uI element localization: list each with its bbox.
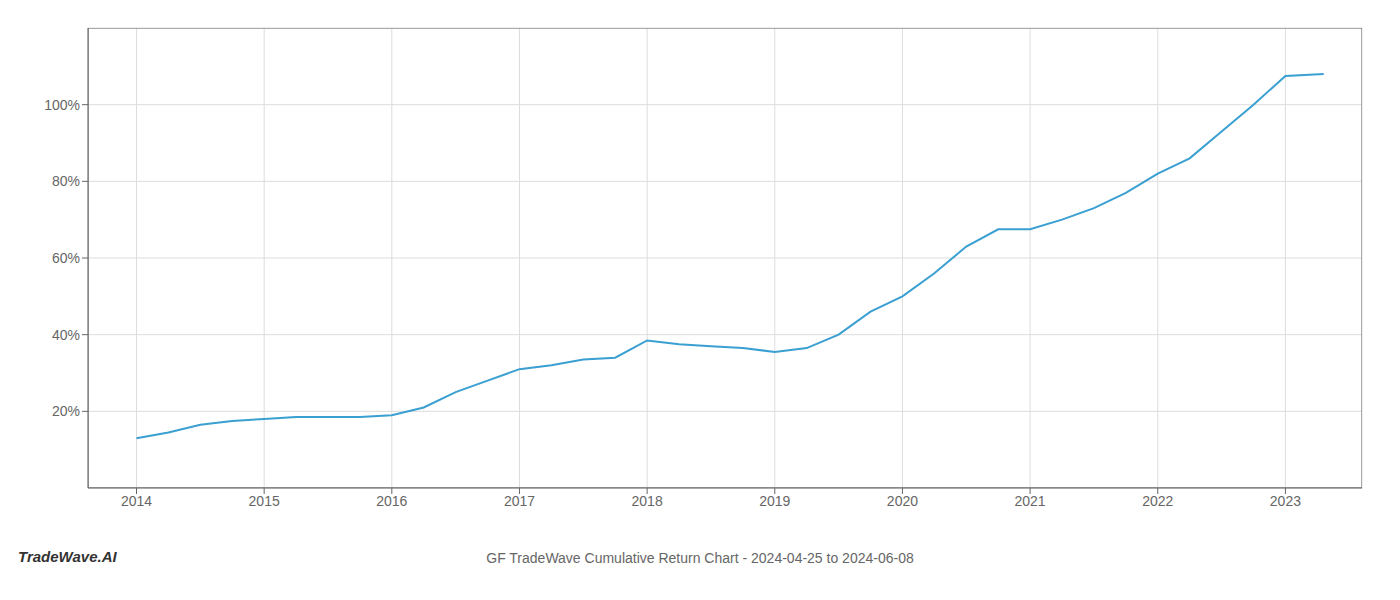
svg-text:40%: 40% — [52, 327, 80, 343]
svg-text:80%: 80% — [52, 173, 80, 189]
html-text:TradeWave.AI: TradeWave.AI — [18, 548, 117, 565]
svg-text:100%: 100% — [44, 97, 80, 113]
svg-text:2022: 2022 — [1142, 493, 1173, 509]
svg-text:20%: 20% — [52, 403, 80, 419]
svg-text:2021: 2021 — [1015, 493, 1046, 509]
svg-text:2017: 2017 — [504, 493, 535, 509]
svg-text:2014: 2014 — [121, 493, 152, 509]
svg-text:2016: 2016 — [376, 493, 407, 509]
svg-text:2023: 2023 — [1270, 493, 1301, 509]
svg-text:2020: 2020 — [887, 493, 918, 509]
svg-text:2015: 2015 — [249, 493, 280, 509]
html-text:GF TradeWave Cumulative Return: GF TradeWave Cumulative Return Chart - 2… — [486, 550, 914, 566]
svg-text:60%: 60% — [52, 250, 80, 266]
svg-text:2018: 2018 — [632, 493, 663, 509]
svg-text:2019: 2019 — [759, 493, 790, 509]
